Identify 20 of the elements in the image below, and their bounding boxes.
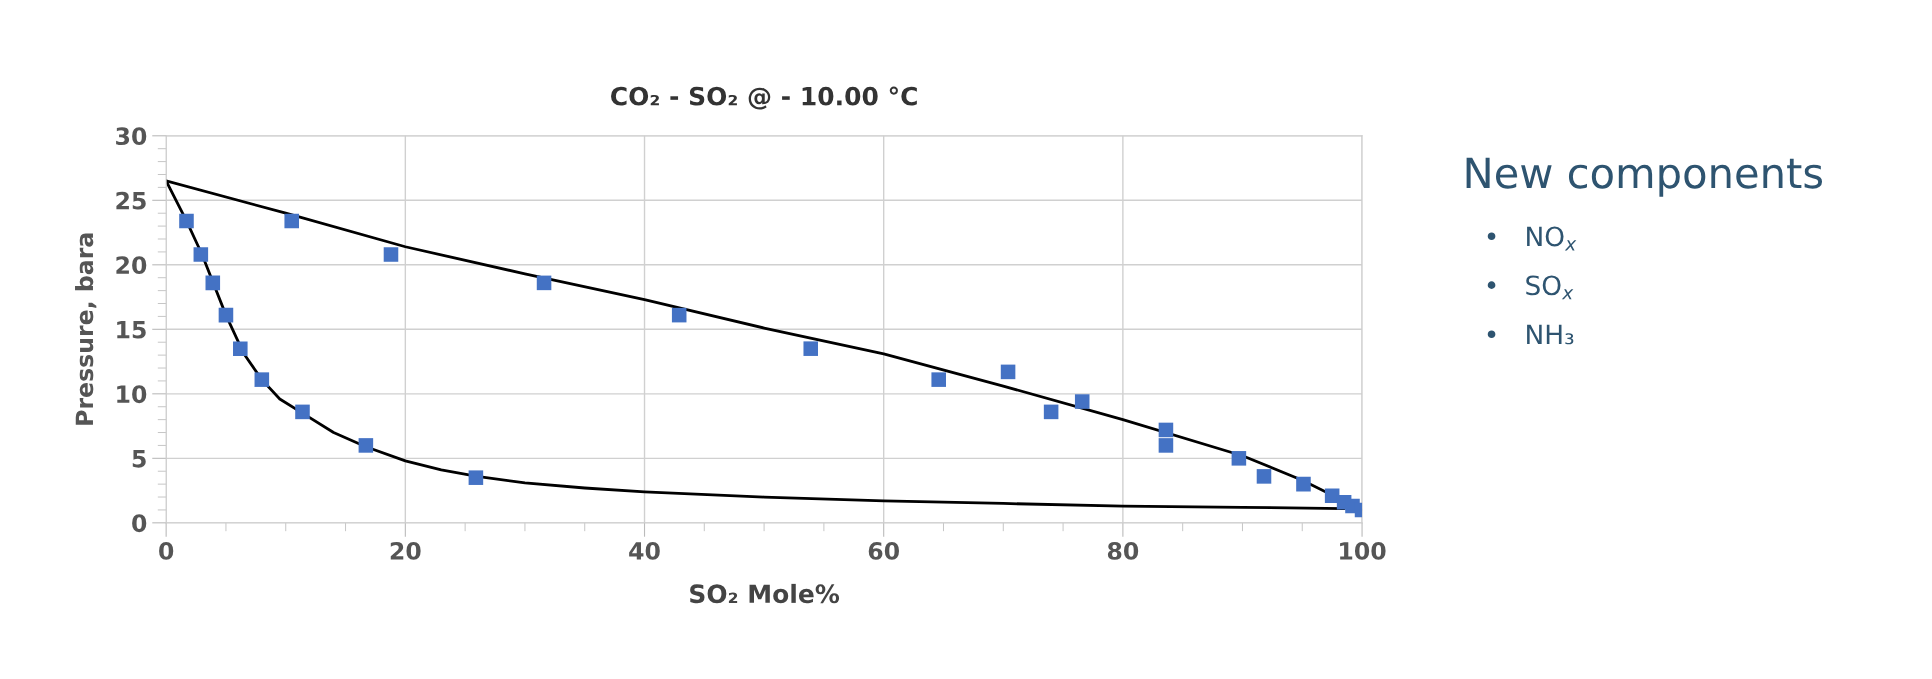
y-tick-label: 25 (116, 191, 146, 210)
y-tick-label: 0 (132, 514, 147, 533)
x-tick-label: 100 (1340, 542, 1386, 560)
x-axis-title: SO₂ Mole% (690, 583, 840, 604)
text: • NH₃ (1487, 324, 1574, 345)
x-tick-label: 60 (868, 542, 899, 560)
y-tick-label: 5 (132, 450, 146, 468)
y-tick-label: 15 (117, 321, 146, 339)
text: New components (1466, 157, 1823, 197)
x-tick-label: 20 (390, 542, 421, 560)
text: • NO$_{x}$ (1487, 226, 1577, 251)
x-tick-label: 80 (1107, 542, 1139, 560)
x-tick-label: 0 (159, 542, 174, 560)
text: • SO$_{x}$ (1487, 275, 1574, 300)
y-axis-title: Pressure, bara (75, 233, 97, 425)
y-tick-label: 20 (116, 256, 147, 275)
chart-title: CO₂ - SO₂ @ - 10.00 °C (611, 86, 917, 110)
y-tick-label: 30 (116, 127, 147, 146)
x-tick-label: 40 (629, 542, 660, 560)
y-tick-label: 10 (117, 385, 147, 404)
